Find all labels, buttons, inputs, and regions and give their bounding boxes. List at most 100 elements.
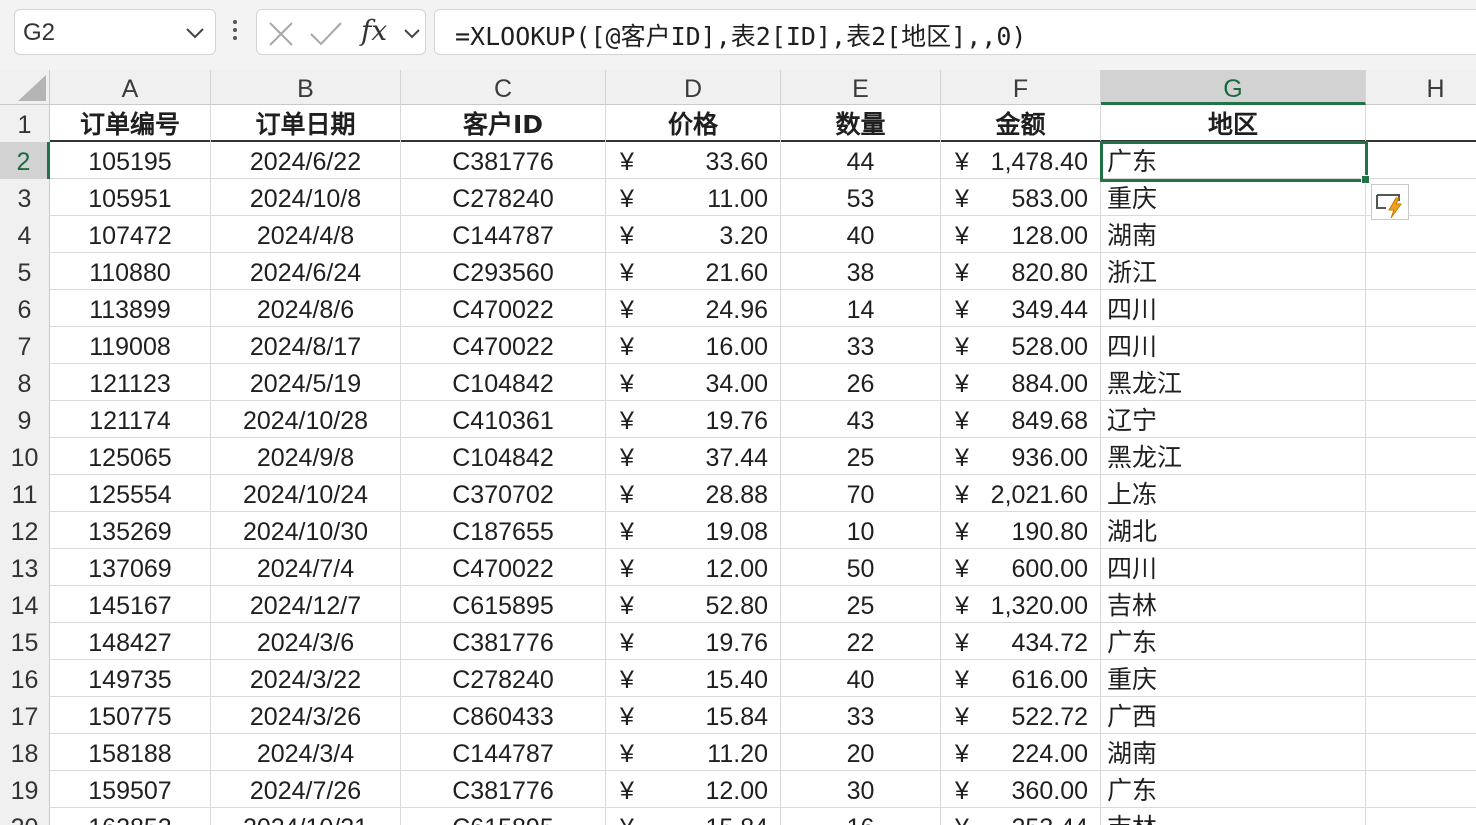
row-header[interactable]: 12 (0, 512, 50, 549)
amount-cell[interactable]: ¥349.44 (941, 290, 1101, 327)
price-cell[interactable]: ¥19.08 (606, 512, 781, 549)
empty-cell[interactable] (1366, 808, 1476, 825)
quantity-cell[interactable]: 14 (781, 290, 941, 327)
customer-id-cell[interactable]: C470022 (401, 290, 606, 327)
price-cell[interactable]: ¥28.88 (606, 475, 781, 512)
amount-cell[interactable]: ¥224.00 (941, 734, 1101, 771)
order-id-cell[interactable]: 121123 (50, 364, 211, 401)
amount-cell[interactable]: ¥190.80 (941, 512, 1101, 549)
row-header[interactable]: 6 (0, 290, 50, 327)
customer-id-cell[interactable]: C470022 (401, 549, 606, 586)
quantity-cell[interactable]: 22 (781, 623, 941, 660)
row-header[interactable]: 14 (0, 586, 50, 623)
column-header-d[interactable]: D (606, 70, 781, 105)
region-cell[interactable]: 黑龙江 (1101, 364, 1366, 401)
order-date-cell[interactable]: 2024/10/30 (211, 512, 401, 549)
order-date-cell[interactable]: 2024/7/4 (211, 549, 401, 586)
quantity-cell[interactable]: 10 (781, 512, 941, 549)
order-id-cell[interactable]: 135269 (50, 512, 211, 549)
empty-cell[interactable] (1366, 216, 1476, 253)
order-date-cell[interactable]: 2024/3/4 (211, 734, 401, 771)
region-cell[interactable]: 四川 (1101, 327, 1366, 364)
order-date-cell[interactable]: 2024/8/6 (211, 290, 401, 327)
quantity-cell[interactable]: 26 (781, 364, 941, 401)
amount-cell[interactable]: ¥434.72 (941, 623, 1101, 660)
price-cell[interactable]: ¥37.44 (606, 438, 781, 475)
price-cell[interactable]: ¥15.84 (606, 808, 781, 825)
empty-cell[interactable] (1366, 549, 1476, 586)
empty-cell[interactable] (1366, 327, 1476, 364)
row-header[interactable]: 19 (0, 771, 50, 808)
region-cell[interactable]: 湖北 (1101, 512, 1366, 549)
price-cell[interactable]: ¥21.60 (606, 253, 781, 290)
row-header[interactable]: 16 (0, 660, 50, 697)
order-date-cell[interactable]: 2024/3/26 (211, 697, 401, 734)
order-id-cell[interactable]: 162852 (50, 808, 211, 825)
amount-cell[interactable]: ¥849.68 (941, 401, 1101, 438)
select-all-button[interactable] (0, 70, 50, 105)
quantity-cell[interactable]: 38 (781, 253, 941, 290)
empty-cell[interactable] (1366, 475, 1476, 512)
row-header[interactable]: 7 (0, 327, 50, 364)
chevron-down-icon[interactable] (403, 28, 421, 39)
amount-cell[interactable]: ¥583.00 (941, 179, 1101, 216)
customer-id-cell[interactable]: C860433 (401, 697, 606, 734)
quantity-cell[interactable]: 25 (781, 586, 941, 623)
customer-id-cell[interactable]: C381776 (401, 771, 606, 808)
order-date-cell[interactable]: 2024/10/24 (211, 475, 401, 512)
region-cell[interactable]: 湖南 (1101, 734, 1366, 771)
customer-id-cell[interactable]: C278240 (401, 660, 606, 697)
empty-cell[interactable] (1366, 512, 1476, 549)
row-header[interactable]: 15 (0, 623, 50, 660)
flash-fill-options-button[interactable] (1371, 184, 1409, 220)
empty-cell[interactable] (1366, 623, 1476, 660)
name-box[interactable]: G2 (14, 9, 216, 55)
empty-cell[interactable] (1366, 401, 1476, 438)
order-id-cell[interactable]: 119008 (50, 327, 211, 364)
region-cell[interactable]: 浙江 (1101, 253, 1366, 290)
column-title[interactable]: 客户ID (401, 105, 606, 142)
order-id-cell[interactable]: 110880 (50, 253, 211, 290)
more-options-icon[interactable] (229, 18, 241, 48)
order-id-cell[interactable]: 121174 (50, 401, 211, 438)
region-cell[interactable]: 广东 (1101, 771, 1366, 808)
column-header-g[interactable]: G (1101, 70, 1366, 105)
empty-cell[interactable] (1366, 290, 1476, 327)
region-cell[interactable]: 吉林 (1101, 586, 1366, 623)
column-header-e[interactable]: E (781, 70, 941, 105)
price-cell[interactable]: ¥24.96 (606, 290, 781, 327)
row-header[interactable]: 1 (0, 105, 50, 142)
amount-cell[interactable]: ¥528.00 (941, 327, 1101, 364)
order-id-cell[interactable]: 137069 (50, 549, 211, 586)
amount-cell[interactable]: ¥253.44 (941, 808, 1101, 825)
name-box-value[interactable]: G2 (23, 19, 56, 46)
price-cell[interactable]: ¥15.40 (606, 660, 781, 697)
order-date-cell[interactable]: 2024/4/8 (211, 216, 401, 253)
order-date-cell[interactable]: 2024/3/6 (211, 623, 401, 660)
column-title[interactable]: 金额 (941, 105, 1101, 142)
price-cell[interactable]: ¥16.00 (606, 327, 781, 364)
amount-cell[interactable]: ¥522.72 (941, 697, 1101, 734)
row-header[interactable]: 3 (0, 179, 50, 216)
row-header[interactable]: 10 (0, 438, 50, 475)
price-cell[interactable]: ¥52.80 (606, 586, 781, 623)
amount-cell[interactable]: ¥1,320.00 (941, 586, 1101, 623)
row-header[interactable]: 20 (0, 808, 50, 825)
amount-cell[interactable]: ¥820.80 (941, 253, 1101, 290)
order-date-cell[interactable]: 2024/10/21 (211, 808, 401, 825)
order-date-cell[interactable]: 2024/7/26 (211, 771, 401, 808)
empty-cell[interactable] (1366, 105, 1476, 142)
customer-id-cell[interactable]: C104842 (401, 364, 606, 401)
row-header[interactable]: 18 (0, 734, 50, 771)
empty-cell[interactable] (1366, 364, 1476, 401)
order-id-cell[interactable]: 107472 (50, 216, 211, 253)
quantity-cell[interactable]: 20 (781, 734, 941, 771)
customer-id-cell[interactable]: C381776 (401, 142, 606, 179)
column-title[interactable]: 订单日期 (211, 105, 401, 142)
order-date-cell[interactable]: 2024/3/22 (211, 660, 401, 697)
column-title[interactable]: 地区 (1101, 105, 1366, 142)
amount-cell[interactable]: ¥128.00 (941, 216, 1101, 253)
empty-cell[interactable] (1366, 586, 1476, 623)
empty-cell[interactable] (1366, 771, 1476, 808)
order-date-cell[interactable]: 2024/6/24 (211, 253, 401, 290)
